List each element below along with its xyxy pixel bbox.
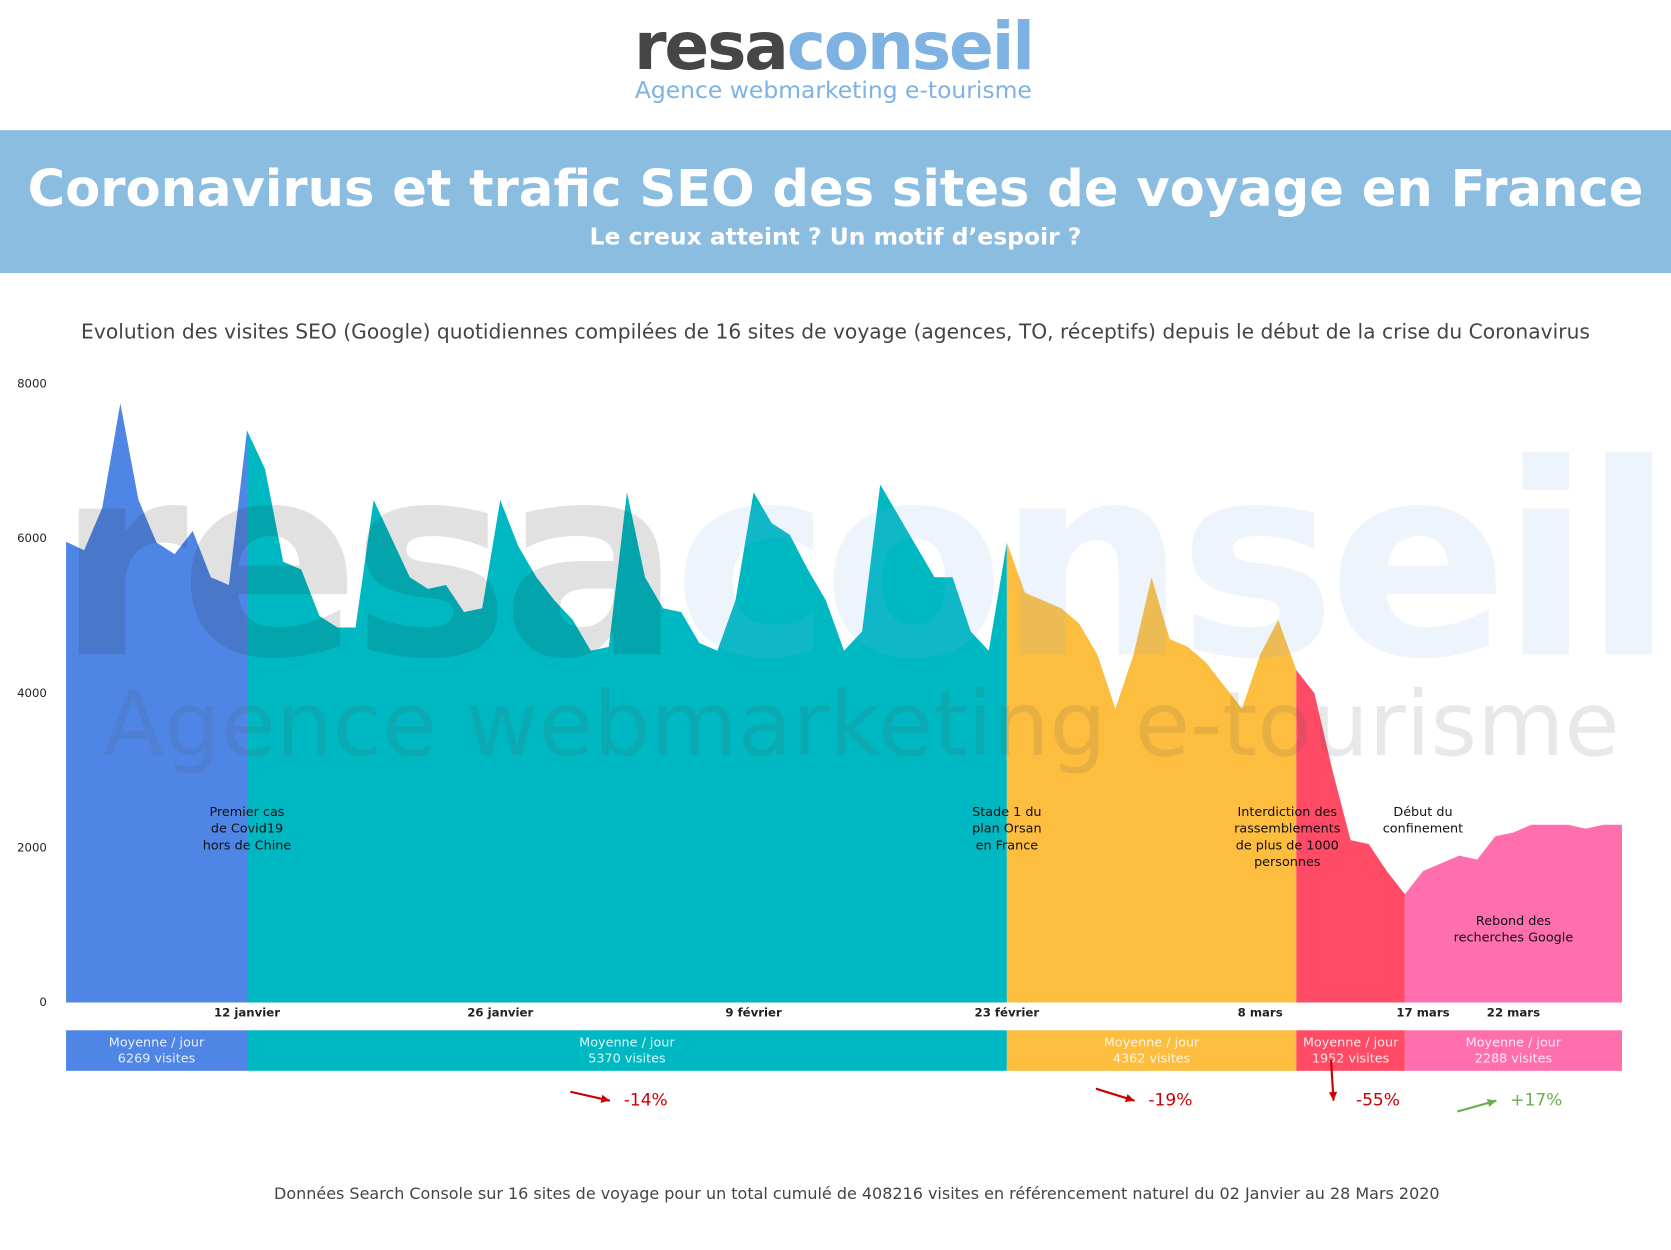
- change-arrow-head: [1328, 1091, 1338, 1101]
- change-label: -19%: [1148, 1091, 1192, 1111]
- change-arrow-head: [1486, 1098, 1497, 1108]
- x-tick-label: 22 mars: [1487, 1006, 1540, 1020]
- annotation: confinement: [1383, 822, 1463, 837]
- annotation: plan Orsan: [972, 822, 1042, 837]
- annotation: Interdiction des: [1237, 805, 1337, 820]
- annotation: personnes: [1254, 855, 1321, 870]
- y-tick-label: 0: [39, 995, 46, 1009]
- x-tick-label: 23 février: [975, 1006, 1040, 1020]
- x-tick-label: 17 mars: [1396, 1006, 1449, 1020]
- change-label: -14%: [624, 1091, 668, 1111]
- annotation: hors de Chine: [203, 838, 292, 853]
- change-arrow-head: [600, 1094, 610, 1103]
- change-label: -55%: [1356, 1091, 1400, 1111]
- average-label: Moyenne / jour: [1466, 1036, 1562, 1051]
- y-tick-label: 8000: [17, 376, 47, 390]
- logo-b: conseil: [787, 8, 1033, 85]
- annotation: Rebond des: [1476, 914, 1551, 929]
- annotation: de Covid19: [211, 822, 283, 837]
- average-label: Moyenne / jour: [1303, 1036, 1399, 1051]
- annotation: Premier cas: [209, 805, 284, 820]
- average-label: 1952 visites: [1312, 1052, 1390, 1067]
- average-label: Moyenne / jour: [1104, 1036, 1200, 1051]
- annotation: recherches Google: [1454, 931, 1574, 946]
- average-label: Moyenne / jour: [109, 1036, 205, 1051]
- area-segment: [1006, 542, 1297, 1003]
- logo-a: resa: [634, 8, 787, 85]
- header-subtitle: Le creux atteint ? Un motif d’espoir ?: [590, 222, 1082, 250]
- area-segment: [66, 403, 247, 1003]
- x-tick-label: 26 janvier: [467, 1006, 533, 1020]
- area-segment: [1296, 670, 1405, 1003]
- average-box: [1006, 1030, 1297, 1071]
- average-box: [1404, 1030, 1622, 1071]
- average-box: [66, 1030, 247, 1071]
- x-tick-label: 9 février: [725, 1006, 782, 1020]
- logo: resaconseil: [634, 8, 1033, 85]
- logo-tagline: Agence webmarketing e-tourisme: [635, 76, 1032, 104]
- area-segment: [246, 430, 1007, 1003]
- annotation: Stade 1 du: [972, 805, 1041, 820]
- y-tick-label: 4000: [17, 686, 47, 700]
- x-tick-label: 12 janvier: [214, 1006, 280, 1020]
- y-tick-label: 2000: [17, 840, 47, 854]
- change-arrow-head: [1125, 1094, 1135, 1103]
- header-band: [0, 130, 1671, 274]
- average-box: [246, 1030, 1007, 1071]
- annotation: rassemblements: [1234, 822, 1341, 837]
- plot: 0 2000 4000 6000 8000 12 janvier 26 janvier 9 f…: [17, 376, 1622, 1113]
- y-tick-label: 6000: [17, 531, 47, 545]
- average-label: 4362 visites: [1113, 1052, 1191, 1067]
- annotation: en France: [976, 838, 1039, 853]
- average-label: 6269 visites: [118, 1052, 196, 1067]
- footer: Données Search Console sur 16 sites de v…: [274, 1184, 1440, 1203]
- average-label: 5370 visites: [588, 1052, 666, 1067]
- chart-title: Evolution des visites SEO (Google) quoti…: [81, 319, 1590, 343]
- change-label: +17%: [1510, 1091, 1562, 1111]
- average-box: [1296, 1030, 1405, 1071]
- header-title: Coronavirus et trafic SEO des sites de v…: [28, 160, 1644, 219]
- annotation: Début du: [1393, 805, 1452, 820]
- average-label: Moyenne / jour: [579, 1036, 675, 1051]
- area-segment: [1404, 824, 1622, 1003]
- average-label: 2288 visites: [1475, 1052, 1553, 1067]
- annotation: de plus de 1000: [1236, 838, 1339, 853]
- x-tick-label: 8 mars: [1238, 1006, 1283, 1020]
